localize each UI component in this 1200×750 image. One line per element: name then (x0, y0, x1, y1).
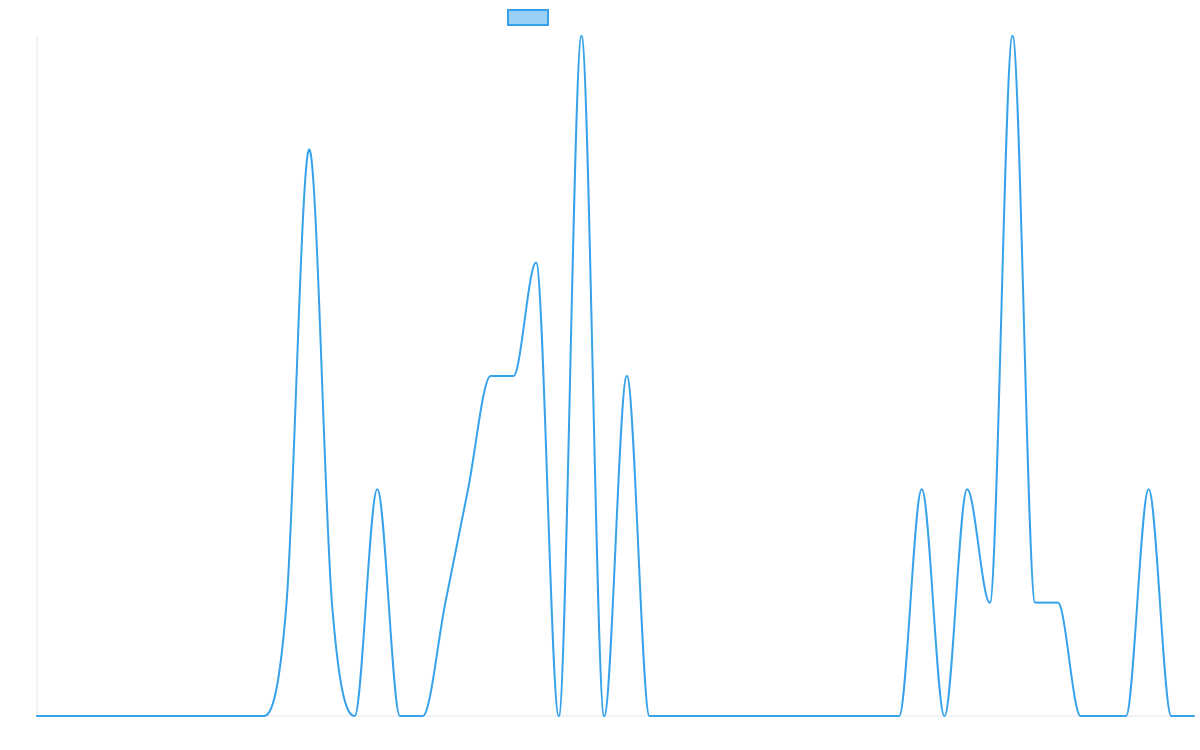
axes (36, 36, 1194, 717)
series-lines (36, 35, 1195, 717)
legend[interactable] (507, 9, 549, 26)
legend-swatch[interactable] (507, 9, 549, 26)
series-line (36, 35, 1195, 717)
